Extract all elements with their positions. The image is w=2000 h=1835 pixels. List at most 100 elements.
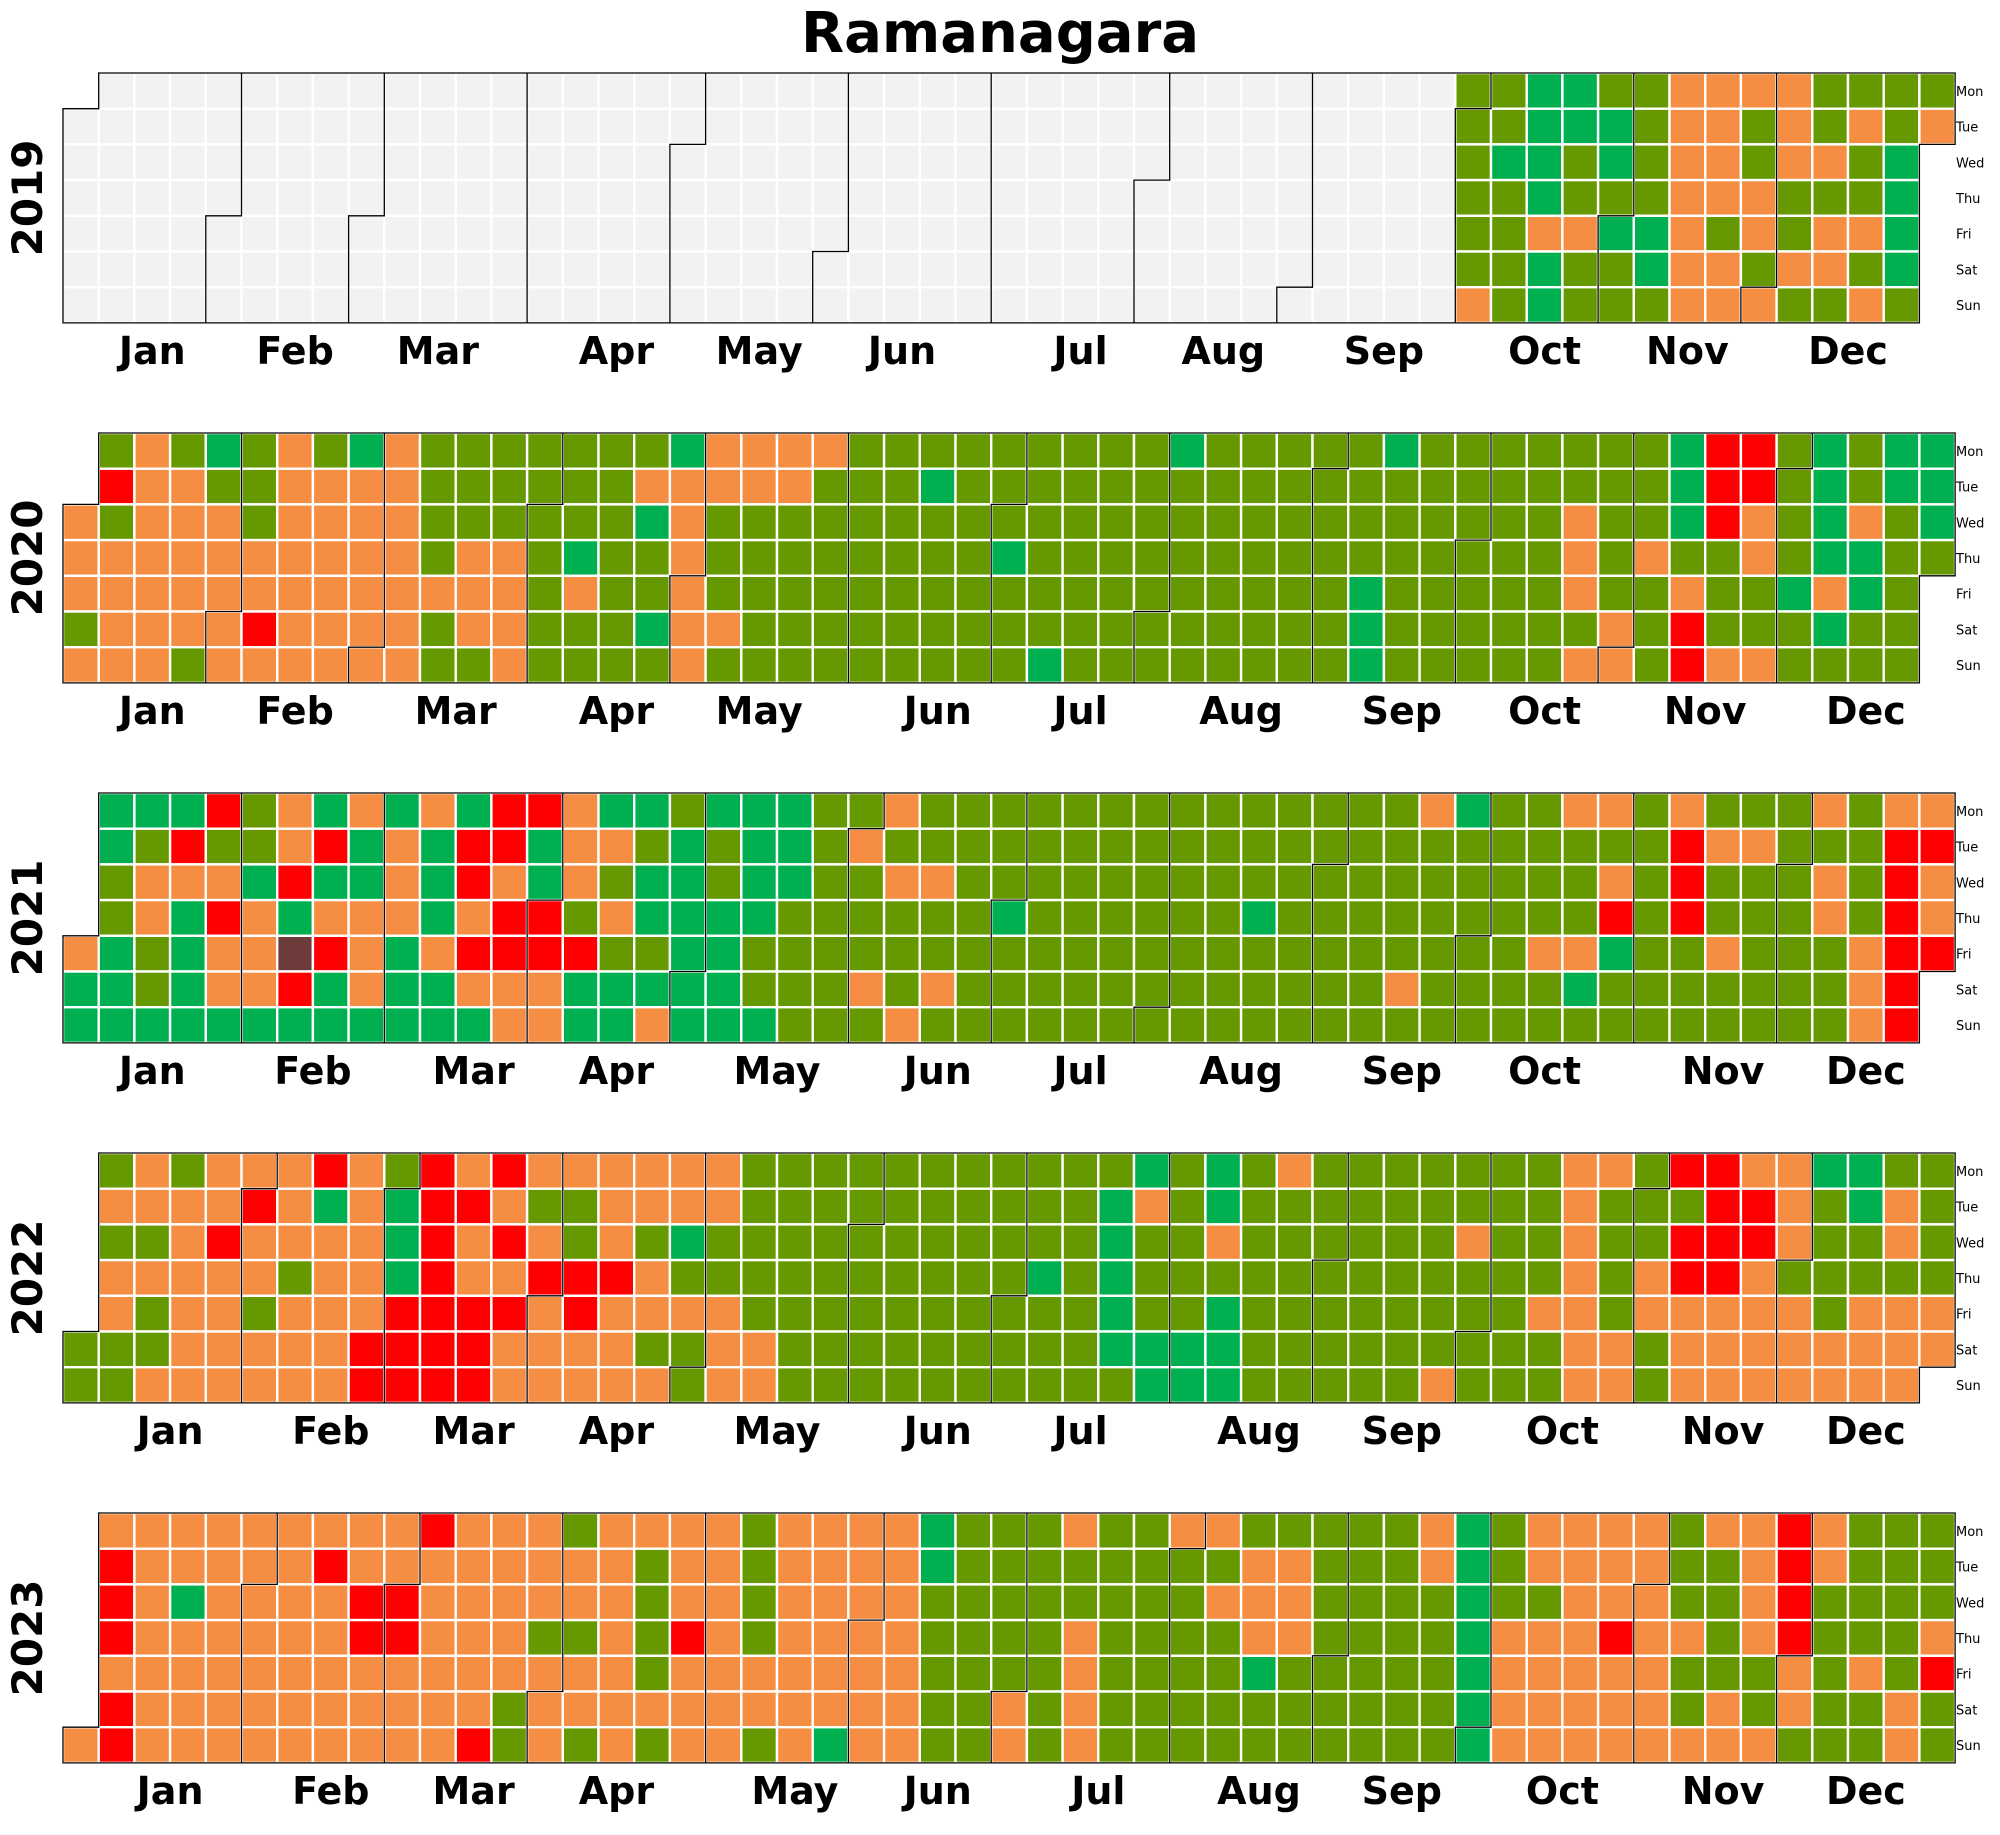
day-cell bbox=[311, 1654, 350, 1693]
day-cell bbox=[1882, 431, 1921, 470]
day-cell bbox=[1025, 1294, 1064, 1333]
day-cell bbox=[811, 1725, 850, 1765]
month-boundary bbox=[990, 433, 1028, 683]
day-cell bbox=[311, 1294, 350, 1333]
day-cell bbox=[740, 1294, 779, 1333]
day-cell bbox=[1025, 1690, 1064, 1729]
day-cell bbox=[1561, 1618, 1600, 1657]
day-cell bbox=[1525, 1294, 1564, 1333]
day-cell bbox=[704, 538, 743, 577]
day-cell bbox=[1418, 1725, 1457, 1765]
day-cell bbox=[1596, 1006, 1635, 1045]
day-cell bbox=[561, 1547, 600, 1586]
day-cell bbox=[811, 143, 850, 182]
day-cell bbox=[240, 143, 279, 182]
day-cell bbox=[1275, 286, 1314, 325]
day-cell bbox=[1454, 1223, 1493, 1262]
day-cell bbox=[1275, 646, 1314, 685]
day-cell bbox=[418, 1365, 457, 1405]
day-cell bbox=[383, 286, 422, 325]
day-cell bbox=[1811, 1547, 1850, 1586]
day-cell bbox=[561, 1151, 600, 1190]
day-cell bbox=[1846, 503, 1885, 542]
day-cell bbox=[204, 934, 243, 973]
day-cell bbox=[597, 538, 636, 577]
day-cell bbox=[1239, 1258, 1278, 1297]
day-cell bbox=[347, 863, 386, 902]
day-cell bbox=[561, 1511, 600, 1550]
day-cell bbox=[633, 646, 672, 685]
day-cell bbox=[1454, 1365, 1493, 1405]
day-cell bbox=[740, 646, 779, 685]
day-cell bbox=[1489, 71, 1528, 110]
day-cell bbox=[1596, 71, 1635, 110]
day-cell bbox=[704, 1187, 743, 1226]
day-cell bbox=[454, 178, 493, 218]
day-cell bbox=[1061, 1006, 1100, 1045]
day-cell bbox=[561, 250, 600, 289]
day-cell bbox=[454, 898, 493, 937]
day-cell bbox=[1489, 107, 1528, 146]
day-cell bbox=[882, 286, 921, 325]
day-cell bbox=[1132, 1365, 1171, 1405]
day-cell bbox=[1097, 431, 1136, 470]
day-cell bbox=[525, 610, 564, 649]
day-cell bbox=[1525, 503, 1564, 542]
day-cell bbox=[1311, 1187, 1350, 1226]
month-boundary bbox=[526, 1513, 564, 1763]
day-cell bbox=[1132, 214, 1171, 253]
day-cell bbox=[561, 71, 600, 110]
day-cell bbox=[276, 646, 315, 685]
day-cell bbox=[1382, 1725, 1421, 1765]
day-cell bbox=[1632, 827, 1671, 866]
day-cell bbox=[1168, 503, 1207, 542]
day-cell bbox=[1668, 863, 1707, 902]
day-cell bbox=[1239, 646, 1278, 685]
day-cell bbox=[1454, 467, 1493, 506]
day-cell bbox=[1811, 250, 1850, 289]
day-cell bbox=[204, 1725, 243, 1765]
day-cell bbox=[1632, 1365, 1671, 1405]
day-cell bbox=[775, 71, 814, 110]
day-cell bbox=[347, 898, 386, 937]
day-cell bbox=[954, 1511, 993, 1550]
day-cell bbox=[1097, 610, 1136, 649]
day-cell bbox=[1632, 863, 1671, 902]
day-cell bbox=[1275, 214, 1314, 253]
day-cell bbox=[1775, 467, 1814, 506]
day-cell bbox=[1168, 286, 1207, 325]
day-cell bbox=[454, 1294, 493, 1333]
day-cell bbox=[1561, 143, 1600, 182]
day-cell bbox=[1918, 1330, 1957, 1369]
day-cell bbox=[847, 1258, 886, 1297]
day-cell bbox=[1918, 1187, 1957, 1226]
day-cell bbox=[1632, 934, 1671, 973]
day-cell bbox=[1061, 1618, 1100, 1657]
day-cell bbox=[740, 71, 779, 110]
day-cell bbox=[1346, 1725, 1386, 1765]
day-cell bbox=[668, 503, 707, 542]
day-cell bbox=[204, 791, 243, 830]
day-cell bbox=[525, 250, 564, 289]
day-cell bbox=[1239, 791, 1278, 830]
day-cell bbox=[1489, 1654, 1528, 1693]
day-cell bbox=[1097, 863, 1136, 902]
day-cell bbox=[1346, 646, 1386, 685]
day-cell bbox=[633, 1258, 672, 1297]
day-cell bbox=[490, 863, 529, 902]
day-cell bbox=[490, 574, 529, 613]
day-cell bbox=[1239, 286, 1278, 325]
day-cell bbox=[1311, 503, 1350, 542]
month-label: Apr bbox=[579, 1409, 655, 1453]
month-boundary bbox=[383, 1153, 421, 1403]
day-cell bbox=[490, 214, 529, 253]
day-cell bbox=[276, 1330, 315, 1369]
day-cell bbox=[1561, 1690, 1600, 1729]
day-cell bbox=[1489, 1547, 1528, 1586]
day-cell bbox=[1168, 1006, 1207, 1045]
day-cell bbox=[1061, 1654, 1100, 1693]
day-cell bbox=[954, 538, 993, 577]
day-cell bbox=[633, 107, 672, 146]
day-cell bbox=[990, 1654, 1029, 1693]
day-cell bbox=[918, 1618, 957, 1657]
